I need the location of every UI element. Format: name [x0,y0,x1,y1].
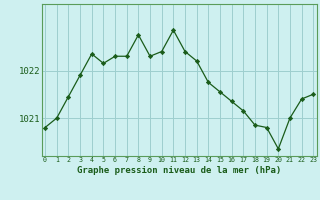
X-axis label: Graphe pression niveau de la mer (hPa): Graphe pression niveau de la mer (hPa) [77,166,281,175]
